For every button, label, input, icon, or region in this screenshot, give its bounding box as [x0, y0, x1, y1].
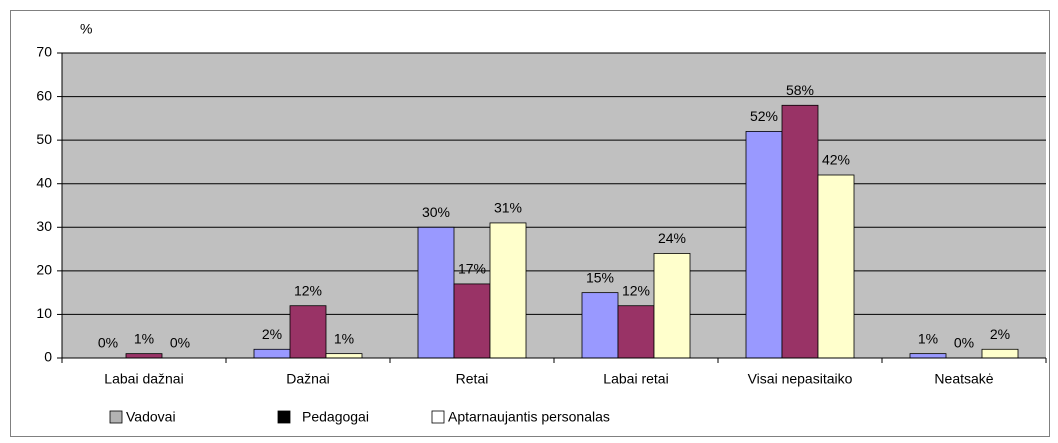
value-label: 0% [170, 335, 190, 351]
y-tick-label: 50 [36, 131, 52, 147]
bar [817, 174, 855, 359]
x-tick-label: Neatsakė [934, 371, 993, 387]
value-label: 12% [294, 282, 322, 298]
y-tick-label: 40 [36, 174, 52, 190]
bar [489, 222, 527, 359]
y-tick-label: 60 [36, 87, 52, 103]
x-tick-label: Dažnai [286, 371, 330, 387]
bar [745, 131, 783, 359]
value-label: 12% [622, 282, 650, 298]
y-axis-label: % [80, 21, 92, 37]
y-tick-label: 10 [36, 305, 52, 321]
y-tick-label: 20 [36, 262, 52, 278]
legend-marker [109, 410, 123, 424]
bar [581, 292, 619, 359]
value-label: 24% [658, 230, 686, 246]
bar [909, 353, 947, 359]
x-tick-label: Visai nepasitaiko [748, 371, 853, 387]
y-tick-label: 30 [36, 218, 52, 234]
value-label: 15% [586, 269, 614, 285]
legend-label: Pedagogai [302, 409, 369, 425]
bar [325, 353, 363, 359]
x-tick-label: Labai retai [603, 371, 668, 387]
legend-label: Vadovai [126, 409, 176, 425]
value-label: 0% [98, 335, 118, 351]
x-tick-label: Labai dažnai [104, 371, 183, 387]
legend-marker [431, 410, 445, 424]
value-label: 2% [990, 326, 1010, 342]
bar [417, 226, 455, 359]
value-label: 42% [822, 152, 850, 168]
bar [125, 353, 163, 359]
bar [253, 348, 291, 359]
bar [981, 348, 1019, 359]
value-label: 31% [494, 200, 522, 216]
legend-marker [277, 410, 291, 424]
value-label: 58% [786, 82, 814, 98]
value-label: 30% [422, 204, 450, 220]
bar [617, 305, 655, 359]
value-label: 2% [262, 326, 282, 342]
bar [289, 305, 327, 359]
value-label: 0% [954, 335, 974, 351]
value-label: 1% [334, 330, 354, 346]
legend-label: Aptarnaujantis personalas [448, 409, 610, 425]
bar [781, 104, 819, 359]
bar [653, 253, 691, 359]
value-label: 17% [458, 261, 486, 277]
value-label: 52% [750, 108, 778, 124]
x-tick-label: Retai [456, 371, 489, 387]
plot-area [62, 53, 1046, 358]
y-tick-label: 70 [36, 44, 52, 60]
value-label: 1% [134, 330, 154, 346]
value-label: 1% [918, 330, 938, 346]
y-tick-label: 0 [44, 349, 52, 365]
bar [453, 283, 491, 359]
